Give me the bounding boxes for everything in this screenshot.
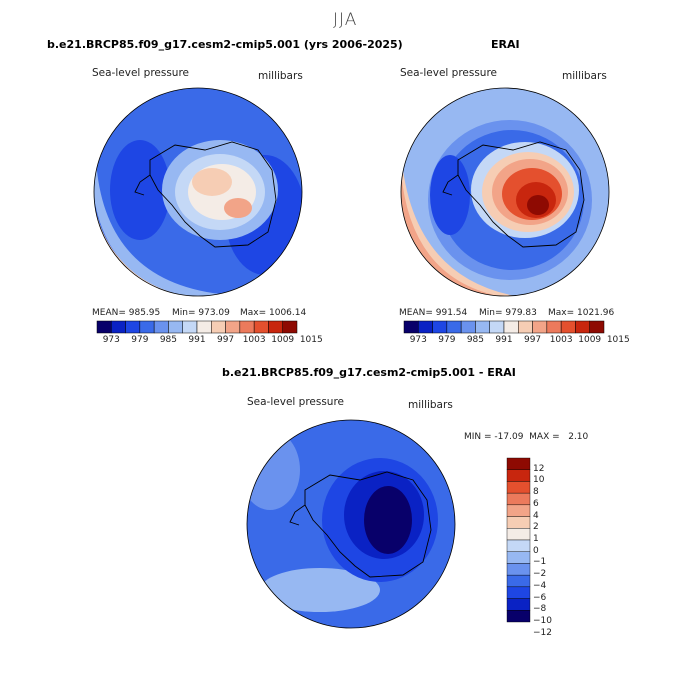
- diff-colorbar-swatch: [506, 504, 531, 517]
- diff-colorbar-tick-label: 4: [533, 510, 539, 521]
- diff-coastline: [304, 471, 432, 578]
- colorbar-tick-label: 1003: [549, 335, 573, 345]
- colorbar-tick-label: 985: [159, 335, 178, 345]
- colorbar-tick-label: 991: [188, 335, 206, 345]
- right-stat-mean: MEAN= 991.54: [399, 308, 468, 318]
- left-var-label: Sea-level pressure: [92, 67, 190, 79]
- colorbar-tick-label: 1009: [271, 335, 295, 345]
- left-map-border: [93, 87, 303, 297]
- diff-map-border: [246, 419, 456, 629]
- diff-colorbar-tick-label: 1: [533, 534, 539, 544]
- right-peninsula: [442, 174, 459, 196]
- diff-colorbar-swatch: [506, 516, 531, 529]
- colorbar-tick-label: 973: [102, 335, 120, 345]
- right-map-outer-salmon: [401, 150, 540, 296]
- diff-colorbar-tick-label: −4: [533, 580, 547, 591]
- left-map-peach-core: [192, 168, 232, 196]
- colorbar-tick-label: 1015: [606, 335, 630, 345]
- diff-colorbar-swatch: [506, 610, 531, 623]
- right-coastline: [457, 141, 585, 248]
- diff-colorbar-tick-label: −1: [533, 557, 547, 568]
- right-var-label: Sea-level pressure: [400, 67, 498, 79]
- diff-colorbar-swatch: [506, 551, 531, 564]
- diff-colorbar-tick-label: −2: [533, 569, 547, 580]
- colorbar-tick-label: 973: [409, 335, 427, 345]
- colorbar-tick-label: 991: [495, 335, 513, 345]
- left-peninsula: [134, 174, 151, 196]
- diff-colorbar-swatch: [506, 492, 531, 506]
- diff-colorbar-swatch: [506, 586, 531, 599]
- right-panel-title: ERAI: [491, 38, 520, 51]
- diff-map-light-area: [247, 430, 300, 510]
- diff-colorbar: [506, 457, 531, 623]
- colorbar-tick-label: 979: [438, 335, 456, 345]
- diff-peninsula: [289, 504, 306, 526]
- left-coastline: [149, 141, 277, 248]
- right-map-deep-ring2: [430, 155, 470, 235]
- colorbar-tick-label: 1003: [242, 335, 266, 345]
- colorbar-tick-label: 997: [216, 335, 235, 345]
- diff-colorbar-tick-label: −10: [533, 616, 552, 626]
- diff-map-light-area2: [260, 568, 380, 612]
- left-units-label: millibars: [258, 70, 303, 82]
- diff-colorbar-swatch: [506, 528, 531, 541]
- diff-colorbar-swatch: [506, 539, 531, 552]
- diff-var-label: Sea-level pressure: [247, 396, 345, 408]
- left-stat-max: Max= 1006.14: [240, 308, 307, 318]
- diff-colorbar-swatch: [506, 574, 531, 588]
- left-map-deep-region2: [110, 140, 170, 240]
- diff-colorbar-swatch: [506, 469, 531, 482]
- left-panel-title: b.e21.BRCP85.f09_g17.cesm2-cmip5.001 (yr…: [47, 38, 403, 51]
- right-map-core: [527, 195, 549, 215]
- diff-minmax: MIN = -17.09 MAX = 2.10: [464, 432, 589, 442]
- diff-colorbar-swatch: [506, 457, 531, 470]
- diff-colorbar-swatch: [506, 481, 531, 494]
- colorbar-swatch: [282, 320, 298, 334]
- diff-colorbar-tick-label: 8: [533, 487, 539, 498]
- right-stat-max: Max= 1021.96: [548, 308, 615, 318]
- figure-title: JJA: [333, 10, 358, 30]
- left-stat-min: Min= 973.09: [172, 308, 230, 318]
- right-stat-min: Min= 979.83: [479, 308, 537, 318]
- diff-colorbar-tick-label: −12: [533, 627, 552, 638]
- diff-map-core: [364, 486, 412, 554]
- diff-colorbar-tick-label: 0: [533, 545, 539, 556]
- colorbar-tick-label: 1009: [578, 335, 602, 345]
- left-colorbar: [96, 320, 298, 334]
- right-map-outer-band: [401, 130, 560, 296]
- colorbar-tick-label: 1015: [299, 335, 323, 345]
- diff-colorbar-tick-label: 2: [533, 522, 539, 533]
- diff-units-label: millibars: [408, 399, 453, 411]
- right-map-border: [400, 87, 610, 297]
- colorbar-tick-label: 985: [466, 335, 485, 345]
- right-colorbar: [403, 320, 605, 334]
- diff-colorbar-tick-label: 10: [533, 475, 545, 486]
- right-units-label: millibars: [562, 70, 607, 82]
- colorbar-tick-label: 997: [523, 335, 542, 345]
- diff-panel-title: b.e21.BRCP85.f09_g17.cesm2-cmip5.001 - E…: [222, 366, 516, 379]
- diff-colorbar-tick-label: −6: [533, 592, 547, 603]
- diff-colorbar-tick-label: 6: [533, 498, 539, 509]
- diff-colorbar-swatch: [506, 563, 531, 576]
- diff-colorbar-tick-label: 12: [533, 463, 545, 474]
- colorbar-tick-label: 979: [131, 335, 149, 345]
- diff-colorbar-tick-label: −8: [533, 604, 547, 615]
- left-stat-mean: MEAN= 985.95: [92, 308, 161, 318]
- left-map-salmon-core: [224, 198, 252, 218]
- colorbar-swatch: [589, 320, 605, 334]
- diff-colorbar-swatch: [506, 598, 531, 611]
